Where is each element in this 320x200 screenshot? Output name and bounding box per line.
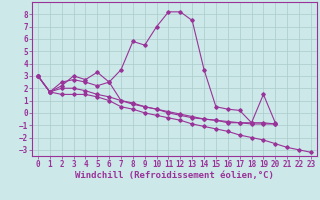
X-axis label: Windchill (Refroidissement éolien,°C): Windchill (Refroidissement éolien,°C) bbox=[75, 171, 274, 180]
